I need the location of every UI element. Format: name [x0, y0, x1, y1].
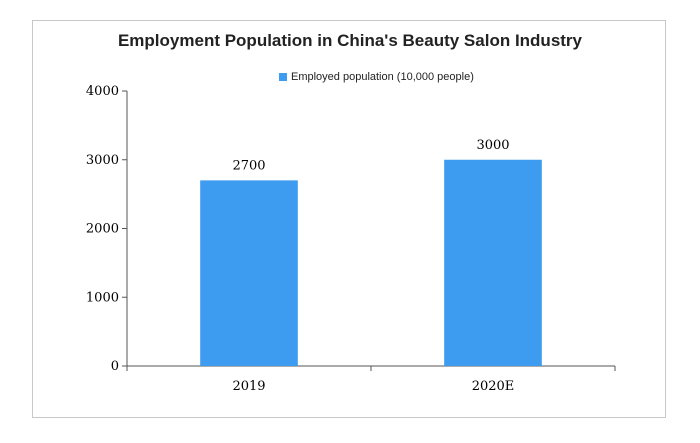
bar: [444, 159, 542, 366]
x-tick-label: 2019: [232, 379, 265, 394]
y-tick-label: 3000: [86, 153, 119, 168]
legend-swatch: [279, 73, 287, 81]
y-tick-label: 1000: [86, 290, 119, 305]
legend-label: Employed population (10,000 people): [291, 71, 474, 83]
chart-frame: [32, 20, 666, 418]
chart-legend: Employed population (10,000 people): [279, 70, 474, 84]
bar: [200, 180, 298, 366]
y-tick-label: 0: [111, 359, 119, 374]
y-tick-label: 2000: [86, 222, 119, 237]
y-tick-label: 4000: [86, 84, 119, 99]
chart-title: Employment Population in China's Beauty …: [117, 31, 583, 50]
x-tick-label: 2020E: [472, 379, 515, 394]
data-label: 3000: [476, 138, 509, 153]
data-label: 2700: [232, 158, 265, 173]
